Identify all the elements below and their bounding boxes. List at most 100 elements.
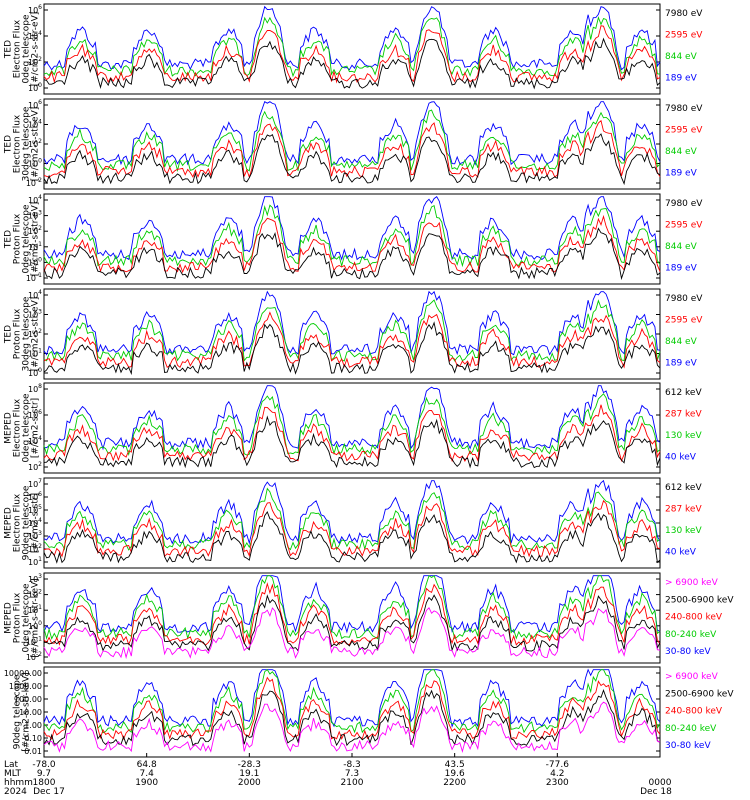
- y-tick-label: 10000.00: [4, 669, 42, 678]
- panel-ylabel: MEPEDProton Flux0deg telescope[#/cm2-s-s…: [4, 578, 41, 657]
- series-trace-3: [43, 393, 661, 456]
- y-tick-label: 100: [28, 256, 42, 267]
- x-tick-label: 9.7: [37, 769, 51, 779]
- series-trace-3: [43, 109, 661, 173]
- legend-entry: 30-80 keV: [665, 647, 711, 657]
- y-tick-label: 104: [28, 119, 42, 130]
- series-trace-1: [43, 415, 661, 469]
- y-tick-label: 106: [28, 491, 42, 502]
- panel-frame: [43, 193, 661, 285]
- series-trace-3: [43, 487, 661, 551]
- y-tick-label: 103: [28, 309, 42, 320]
- y-tick-label: 102: [28, 461, 42, 472]
- panel-ylabel: TEDProton Flux30deg telescope[#/cm2-s-st…: [4, 296, 41, 371]
- y-tick-label: 102: [28, 225, 42, 236]
- legend-entry: 189 eV: [665, 263, 698, 273]
- y-tick-label: 102: [28, 589, 42, 600]
- series-trace-2: [43, 119, 661, 179]
- legend-entry: 2595 eV: [665, 30, 703, 40]
- x-tick-label: 2100: [341, 778, 364, 788]
- series-trace-3: [43, 204, 661, 268]
- legend-entry: 612 keV: [665, 483, 702, 493]
- y-tick-label: 106: [28, 99, 42, 110]
- x-tick-label: 64.8: [137, 760, 157, 770]
- y-tick-label: 100: [28, 82, 42, 93]
- series-trace-2: [43, 688, 661, 747]
- legend-entry: 844 eV: [665, 147, 698, 157]
- legend-entry: 7980 eV: [665, 199, 703, 209]
- x-tick-label: -28.3: [238, 760, 261, 770]
- legend-entry: 7980 eV: [665, 9, 703, 19]
- legend-entry: 80-240 keV: [665, 630, 717, 640]
- legend-entry: 287 keV: [665, 409, 702, 419]
- legend-entry: 7980 eV: [665, 104, 703, 114]
- series-trace-5: [43, 668, 661, 728]
- panel-ylabel: TEDElectron Flux30deg telescope[#/cm2-s-…: [4, 106, 41, 181]
- x-row-label: MLT: [4, 769, 22, 779]
- legend-entry: > 6900 keV: [665, 578, 719, 588]
- series-trace-4: [43, 196, 661, 261]
- legend-entry: > 6900 keV: [665, 672, 719, 682]
- y-tick-label: 101: [28, 241, 42, 252]
- legend-entry: 40 keV: [665, 452, 697, 462]
- legend-entry: 2500-6900 keV: [665, 689, 734, 699]
- panel-frame: [43, 98, 661, 190]
- series-trace-1: [43, 227, 661, 281]
- y-tick-label: 104: [28, 289, 42, 300]
- legend-entry: 844 eV: [665, 242, 698, 252]
- series-trace-4: [43, 290, 661, 356]
- y-tick-label: 104: [28, 517, 42, 528]
- y-tick-label: 100: [28, 367, 42, 378]
- series-trace-1: [43, 701, 661, 754]
- y-tick-label: 104: [28, 30, 42, 41]
- legend-entry: 189 eV: [665, 168, 698, 178]
- y-tick-label: 0.01: [24, 747, 42, 756]
- x-tick-label: 19.1: [239, 769, 259, 779]
- panel-ylabel: TEDProton Flux0deg telescope[#/cm2-s-str…: [4, 202, 41, 277]
- y-tick-label: 1.00: [24, 721, 42, 730]
- panel-ylabel: MEPEDElectron Flux0deg telescope[#/cm2-s…: [4, 393, 41, 463]
- x-row-label: hhmm: [4, 778, 33, 788]
- x-tick-label: 2300: [546, 778, 569, 788]
- y-tick-label: 10.00: [19, 708, 42, 717]
- y-tick-label: 105: [28, 504, 42, 515]
- legend-entry: 189 eV: [665, 73, 698, 83]
- legend-entry: 240-800 keV: [665, 707, 723, 717]
- legend-entry: 130 keV: [665, 526, 702, 536]
- series-trace-4: [43, 574, 661, 641]
- y-tick-label: 10-1: [26, 272, 42, 283]
- legend-entry: 130 keV: [665, 431, 702, 441]
- y-tick-label: 103: [28, 210, 42, 221]
- panel-ylabel: 90deg telescope[#/cm2-s-str-keV]: [13, 672, 32, 751]
- series-trace-1: [43, 607, 661, 660]
- x-tick-label: 19.6: [445, 769, 465, 779]
- series-trace-2: [43, 311, 661, 369]
- y-tick-label: 100: [28, 158, 42, 169]
- legend-entry: 40 keV: [665, 547, 697, 557]
- y-tick-label: 10-2: [26, 651, 42, 662]
- legend-entry: 7980 eV: [665, 294, 703, 304]
- series-trace-1: [43, 511, 661, 564]
- legend-entry: 287 keV: [665, 504, 702, 514]
- series-trace-2: [43, 594, 661, 652]
- y-tick-label: 100: [28, 620, 42, 631]
- x-tick-label: -8.3: [343, 760, 361, 770]
- panel-frame: [43, 288, 661, 380]
- series-trace-2: [43, 499, 661, 558]
- y-tick-label: 104: [28, 435, 42, 446]
- legend-entry: 2595 eV: [665, 125, 703, 135]
- y-tick-label: 0.10: [24, 734, 42, 743]
- series-trace-4: [43, 479, 661, 545]
- legend-entry: 844 eV: [665, 337, 698, 347]
- legend-entry: 80-240 keV: [665, 724, 717, 734]
- legend-entry: 612 keV: [665, 388, 702, 398]
- x-tick-label: 43.5: [445, 760, 465, 770]
- series-trace-3: [43, 676, 661, 741]
- y-tick-label: 103: [28, 573, 42, 584]
